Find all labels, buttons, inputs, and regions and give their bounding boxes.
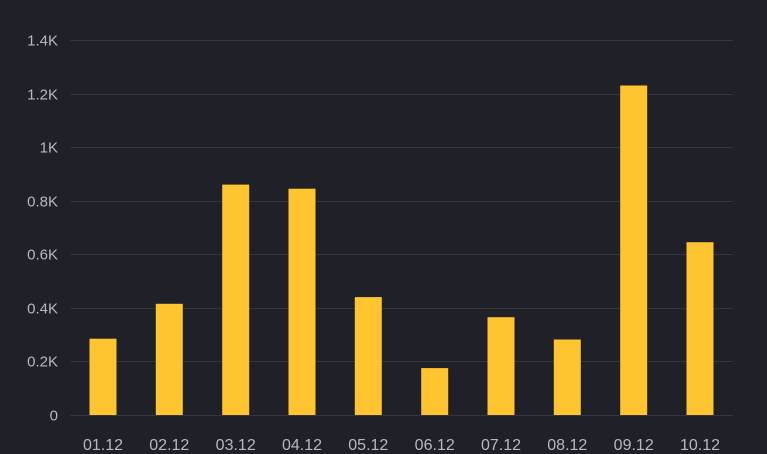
- x-tick-label: 10.12: [680, 437, 720, 454]
- x-tick-label: 01.12: [83, 437, 123, 454]
- bar-01.12[interactable]: [89, 338, 117, 415]
- x-tick-label: 08.12: [547, 437, 587, 454]
- y-axis: 0 0.2K 0.4K 0.6K 0.8K 1K 1.2K 1.4K: [27, 33, 58, 425]
- x-tick-label: 03.12: [216, 437, 256, 454]
- x-tick-label: 05.12: [348, 437, 388, 454]
- x-tick-label: 07.12: [481, 437, 521, 454]
- bar-04.12[interactable]: [288, 188, 316, 415]
- bar-09.12[interactable]: [620, 85, 648, 416]
- bar-07.12[interactable]: [487, 317, 515, 415]
- bars: [89, 85, 714, 416]
- y-tick-label: 1.2K: [27, 87, 58, 104]
- y-tick-label: 0.2K: [27, 354, 58, 371]
- bar-02.12[interactable]: [155, 303, 183, 415]
- bar-06.12[interactable]: [421, 368, 449, 415]
- y-tick-label: 0.6K: [27, 247, 58, 264]
- y-tick-label: 0.8K: [27, 194, 58, 211]
- x-tick-label: 04.12: [282, 437, 322, 454]
- y-tick-label: 0: [50, 408, 58, 425]
- x-axis: 01.12 02.12 03.12 04.12 05.12 06.12 07.12 08.12…: [83, 437, 720, 454]
- x-tick-label: 06.12: [415, 437, 455, 454]
- y-tick-label: 0.4K: [27, 301, 58, 318]
- x-tick-label: 09.12: [614, 437, 654, 454]
- y-tick-label: 1K: [40, 140, 58, 157]
- y-tick-label: 1.4K: [27, 33, 58, 50]
- bar-10.12[interactable]: [686, 242, 714, 415]
- bar-03.12[interactable]: [222, 184, 250, 415]
- bar-05.12[interactable]: [354, 297, 382, 415]
- bar-08.12[interactable]: [553, 339, 581, 416]
- x-tick-label: 02.12: [149, 437, 189, 454]
